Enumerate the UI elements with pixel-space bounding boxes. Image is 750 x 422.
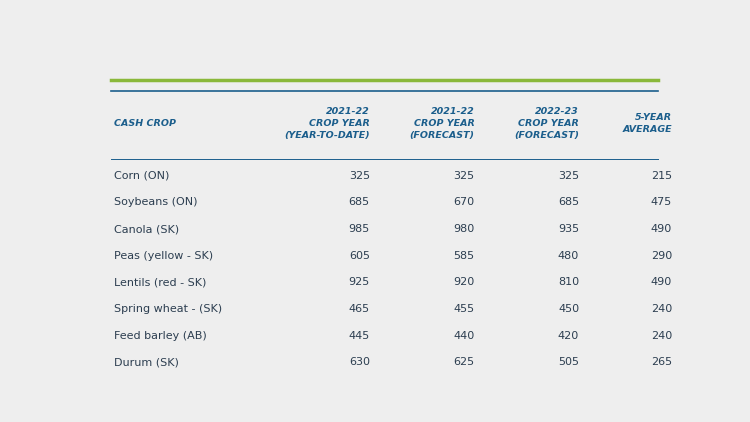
Text: 445: 445 [349, 330, 370, 341]
Text: Feed barley (AB): Feed barley (AB) [114, 330, 207, 341]
Text: 215: 215 [651, 171, 672, 181]
Text: 290: 290 [651, 251, 672, 261]
Text: 240: 240 [651, 330, 672, 341]
Text: Spring wheat - (SK): Spring wheat - (SK) [114, 304, 222, 314]
Text: 2021-22
CROP YEAR
(YEAR-TO-DATE): 2021-22 CROP YEAR (YEAR-TO-DATE) [284, 108, 370, 140]
Text: 630: 630 [349, 357, 370, 367]
Text: 935: 935 [558, 224, 579, 234]
Text: 985: 985 [349, 224, 370, 234]
Text: 240: 240 [651, 304, 672, 314]
Text: CASH CROP: CASH CROP [114, 119, 176, 128]
Text: 325: 325 [349, 171, 370, 181]
Text: 455: 455 [453, 304, 475, 314]
Text: Canola (SK): Canola (SK) [114, 224, 179, 234]
Text: 475: 475 [651, 197, 672, 207]
Text: Soybeans (ON): Soybeans (ON) [114, 197, 197, 207]
Text: 450: 450 [558, 304, 579, 314]
Text: 505: 505 [558, 357, 579, 367]
Text: 605: 605 [349, 251, 370, 261]
Text: 2022-23
CROP YEAR
(FORECAST): 2022-23 CROP YEAR (FORECAST) [514, 108, 579, 140]
Text: 685: 685 [349, 197, 370, 207]
Text: 465: 465 [349, 304, 370, 314]
Text: 2021-22
CROP YEAR
(FORECAST): 2021-22 CROP YEAR (FORECAST) [410, 108, 475, 140]
Text: Corn (ON): Corn (ON) [114, 171, 170, 181]
Text: 685: 685 [558, 197, 579, 207]
Text: 925: 925 [349, 277, 370, 287]
Text: 5-YEAR
AVERAGE: 5-YEAR AVERAGE [622, 114, 672, 134]
Text: 480: 480 [558, 251, 579, 261]
Text: 490: 490 [651, 224, 672, 234]
Text: 490: 490 [651, 277, 672, 287]
Text: 265: 265 [651, 357, 672, 367]
Text: 810: 810 [558, 277, 579, 287]
Text: 325: 325 [453, 171, 475, 181]
Text: 670: 670 [453, 197, 475, 207]
Text: Lentils (red - SK): Lentils (red - SK) [114, 277, 206, 287]
Text: Peas (yellow - SK): Peas (yellow - SK) [114, 251, 213, 261]
Text: 585: 585 [453, 251, 475, 261]
Text: 420: 420 [558, 330, 579, 341]
Text: 325: 325 [558, 171, 579, 181]
Text: 980: 980 [453, 224, 475, 234]
Text: 920: 920 [453, 277, 475, 287]
Text: Durum (SK): Durum (SK) [114, 357, 179, 367]
Text: 625: 625 [453, 357, 475, 367]
Text: 440: 440 [453, 330, 475, 341]
